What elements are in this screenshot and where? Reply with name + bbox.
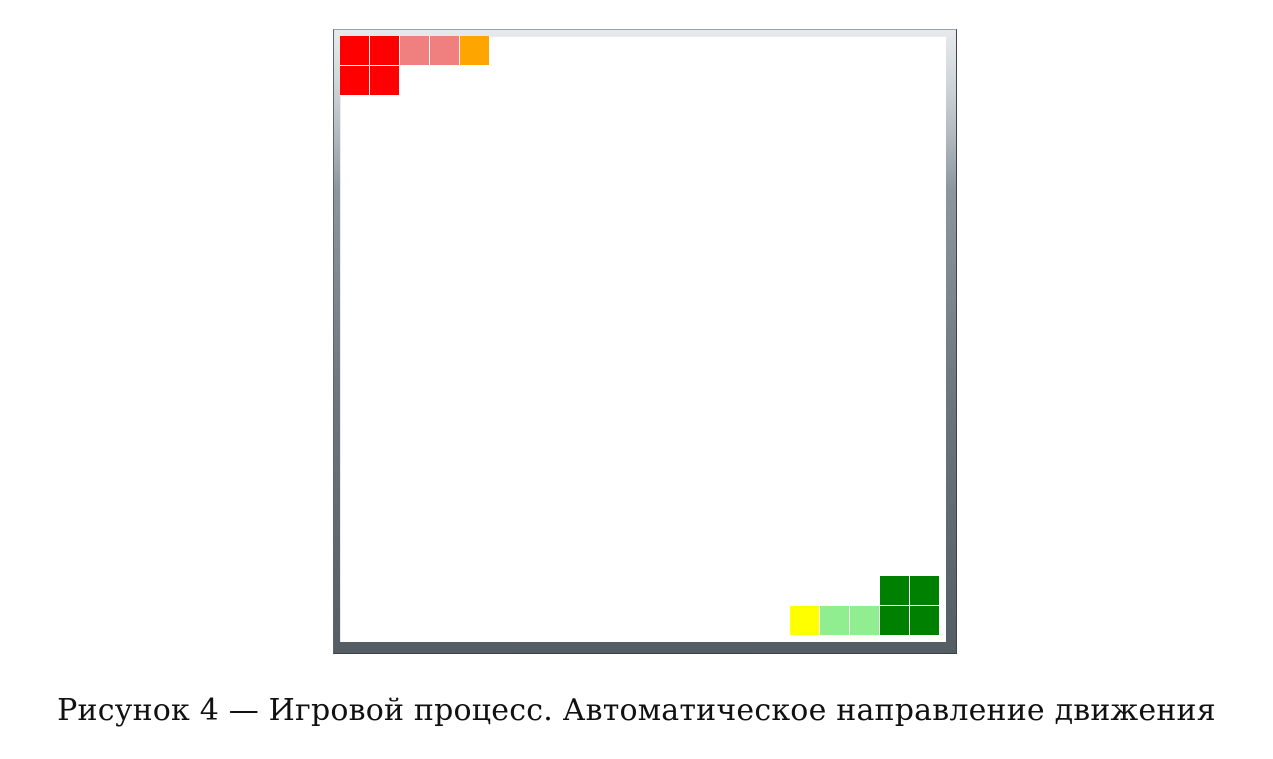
snake-cell-red-body (430, 36, 460, 66)
snake-cell-red-head (340, 36, 370, 66)
snake-cell-green-body (850, 606, 880, 636)
snake-cell-red-tail (460, 36, 490, 66)
figure-caption: Рисунок 4 — Игровой процесс. Автоматичес… (57, 693, 1216, 728)
snake-cell-green-tail (790, 606, 820, 636)
snake-cell-red-head (370, 36, 400, 66)
snake-cell-green-body (820, 606, 850, 636)
snake-cell-red-head (340, 66, 370, 96)
snake-cell-red-body (400, 36, 430, 66)
game-board (340, 36, 946, 642)
snake-cell-green-head (910, 606, 940, 636)
snake-cell-green-head (880, 606, 910, 636)
snake-cell-green-head (910, 576, 940, 606)
snake-cell-green-head (880, 576, 910, 606)
snake-cell-red-head (370, 66, 400, 96)
